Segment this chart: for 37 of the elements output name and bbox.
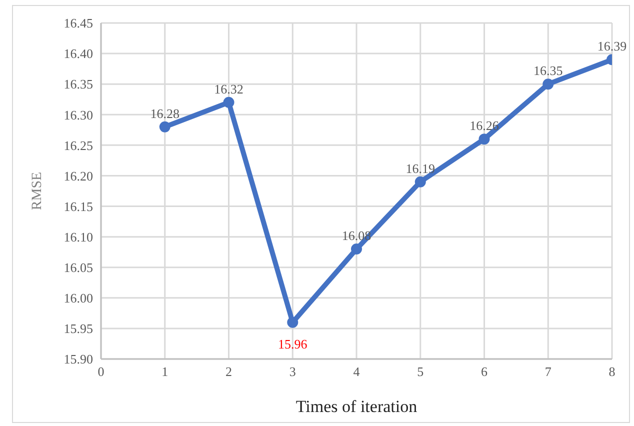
y-tick-label: 16.40 (64, 46, 93, 62)
data-label: 16.28 (150, 106, 180, 121)
y-tick-label: 16.25 (64, 138, 93, 153)
x-tick-label: 7 (544, 364, 552, 380)
data-label: 16.32 (214, 81, 244, 96)
data-label: 15.96 (278, 336, 308, 352)
y-tick-label: 16.10 (64, 229, 93, 244)
point (287, 316, 298, 328)
x-tick-label: 6 (481, 364, 488, 380)
x-tick-label: 3 (289, 364, 296, 380)
y-tick-label: 15.95 (64, 321, 93, 336)
x-tick-label: 8 (608, 364, 616, 380)
y-tick-label: 16.20 (64, 168, 93, 184)
y-tick-label: 16.35 (64, 76, 93, 92)
point (542, 78, 554, 90)
y-tick-label: 16.45 (64, 16, 93, 31)
y-axis-title: RMSE (30, 172, 45, 210)
point (351, 244, 362, 255)
x-tick-label: 0 (98, 364, 104, 380)
y-tick-label: 16.15 (64, 198, 93, 214)
x-tick-label: 4 (353, 364, 360, 380)
x-tick-label: 5 (417, 364, 424, 380)
point (478, 134, 490, 145)
data-label: 16.19 (406, 160, 435, 176)
data-label: 16.39 (597, 38, 627, 54)
point (159, 121, 170, 132)
point (414, 176, 426, 188)
y-tick-label: 16.05 (64, 260, 93, 275)
y-tick-label: 15.90 (64, 352, 93, 367)
x-tick-label: 1 (162, 364, 168, 380)
x-tick-label: 2 (226, 364, 232, 380)
data-label: 16.26 (470, 118, 500, 134)
y-tick-label: 16.00 (64, 290, 93, 306)
point (223, 96, 234, 108)
data-label: 16.35 (534, 63, 563, 78)
y-tick-label: 16.30 (64, 107, 93, 122)
x-axis-title: Times of iteration (296, 397, 418, 416)
